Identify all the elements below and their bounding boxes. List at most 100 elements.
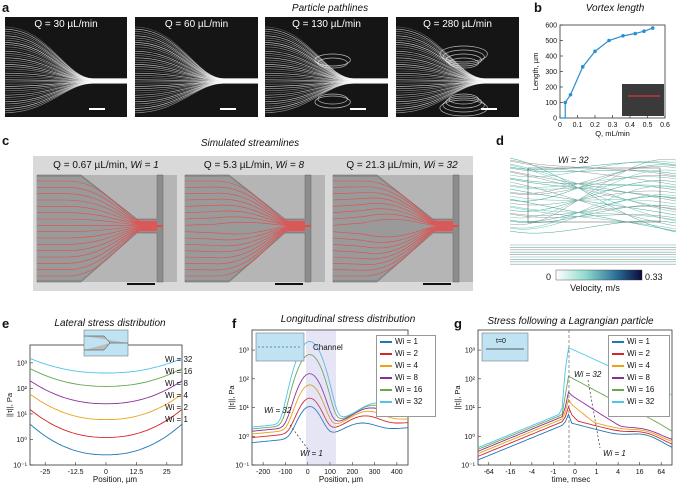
g-legend: Wi = 1 Wi = 2 Wi = 4 Wi = 8 Wi = 16 Wi = 32 <box>608 335 670 417</box>
colorbar-min: 0 <box>546 272 552 282</box>
streamline <box>37 228 157 258</box>
streamline <box>332 226 453 243</box>
x-tick-label: 0.5 <box>643 122 653 129</box>
x-tick-label: 4 <box>616 469 620 476</box>
pathline <box>265 46 388 80</box>
pathline <box>135 28 258 80</box>
channel-band <box>306 330 336 465</box>
streamline <box>184 227 305 247</box>
fluid-region <box>333 177 453 280</box>
streamline <box>184 228 305 253</box>
streamline <box>184 226 305 235</box>
x-tick-label: 64 <box>657 469 665 476</box>
legend-item: Wi = 2 <box>609 348 669 360</box>
data-point <box>593 49 597 54</box>
pathline <box>265 53 388 81</box>
series-line <box>477 405 673 457</box>
y-axis-label: Length, µm <box>531 53 540 91</box>
pathline <box>5 39 127 80</box>
3d-streamline <box>509 169 677 219</box>
sim-q: Q = 5.3 µL/min, <box>203 160 276 171</box>
x-tick-label: -12.5 <box>68 469 84 476</box>
fluid-region <box>185 177 305 280</box>
pathline-q-label: Q = 30 µL/min <box>34 19 98 30</box>
series-line <box>29 393 183 421</box>
panel-g-label: g <box>454 316 462 331</box>
f-wi32-label: Wi = 32 <box>264 406 292 415</box>
streamline <box>333 230 453 277</box>
x-tick-label: 0.6 <box>660 122 670 129</box>
x-tick-label: 0.1 <box>573 122 583 129</box>
3d-streamline <box>509 185 677 229</box>
vortex-loop <box>439 45 488 63</box>
series-line <box>29 357 183 374</box>
sim-q: Q = 21.3 µL/min, <box>346 160 424 171</box>
y-tick-label: 500 <box>545 38 557 45</box>
streamline <box>184 228 305 259</box>
inset-schematic <box>481 332 529 362</box>
panel-c-label: c <box>2 133 10 148</box>
panel-a-label: a <box>2 0 10 15</box>
series-label: Wi = 16 <box>165 367 193 376</box>
panel-e-title: Lateral stress distribution <box>54 318 166 329</box>
data-point <box>568 92 573 97</box>
y-tick-label: 600 <box>545 23 557 30</box>
x-tick-label: -200 <box>256 469 270 476</box>
legend-item: Wi = 16 <box>609 384 669 396</box>
panel-c-title: Simulated streamlines <box>200 138 300 149</box>
y-tick-label: 10⁰ <box>464 433 475 441</box>
series-line <box>29 423 183 456</box>
streamline <box>332 192 453 223</box>
e-series-labels: Wi = 32 Wi = 16 Wi = 8 Wi = 4 Wi = 2 Wi = 1 <box>165 354 192 426</box>
y-tick-label: 10² <box>465 376 476 383</box>
legend-item: Wi = 32 <box>377 396 435 408</box>
3d-streamline <box>509 220 677 234</box>
pathline <box>5 59 127 81</box>
f-wi1-label: Wi = 1 <box>300 449 323 458</box>
legend-item: Wi = 8 <box>377 372 435 384</box>
legend-item: Wi = 1 <box>609 336 669 348</box>
pathline <box>396 53 519 81</box>
y-axis-label: ||τ||, Pa <box>453 385 462 410</box>
streamline <box>37 180 157 222</box>
pathline <box>396 46 519 80</box>
streamline <box>37 199 157 224</box>
pathline <box>135 39 258 80</box>
x-tick-label: -100 <box>278 469 292 476</box>
inset-geometry <box>84 335 128 351</box>
pathline <box>135 35 258 80</box>
pathline <box>5 46 127 80</box>
channel-label: Channel <box>313 343 343 352</box>
streamline <box>185 180 305 222</box>
sim-wi: Wi = 8 <box>275 160 305 171</box>
streamline <box>184 192 305 223</box>
wi-arrow <box>587 379 601 449</box>
streamline <box>332 230 453 271</box>
pathline <box>265 28 388 80</box>
legend-item: Wi = 32 <box>609 396 669 408</box>
x-tick-label: 1 <box>595 469 599 476</box>
pathline <box>5 53 127 81</box>
t0-label: t=0 <box>496 338 506 345</box>
legend-item: Wi = 4 <box>377 360 435 372</box>
pathline <box>396 28 519 80</box>
3d-streamline <box>509 204 677 224</box>
x-tick-label: 12.5 <box>130 469 144 476</box>
pathline <box>265 31 388 80</box>
series-label: Wi = 32 <box>165 355 193 364</box>
streamline <box>37 212 157 225</box>
streamline <box>184 204 305 224</box>
streamline <box>184 210 305 225</box>
streamline <box>37 227 157 245</box>
streamline <box>37 206 157 224</box>
data-point <box>607 38 611 43</box>
series-label: Wi = 1 <box>165 415 188 424</box>
streamline <box>37 228 157 251</box>
y-tick-label: 10² <box>17 386 28 393</box>
panel-a-title: Particle pathlines <box>291 3 369 14</box>
pathline-q-label: Q = 130 µL/min <box>292 19 361 30</box>
y-tick-label: 400 <box>545 54 557 61</box>
x-tick-label: -16 <box>505 469 515 476</box>
pathline <box>5 42 127 80</box>
